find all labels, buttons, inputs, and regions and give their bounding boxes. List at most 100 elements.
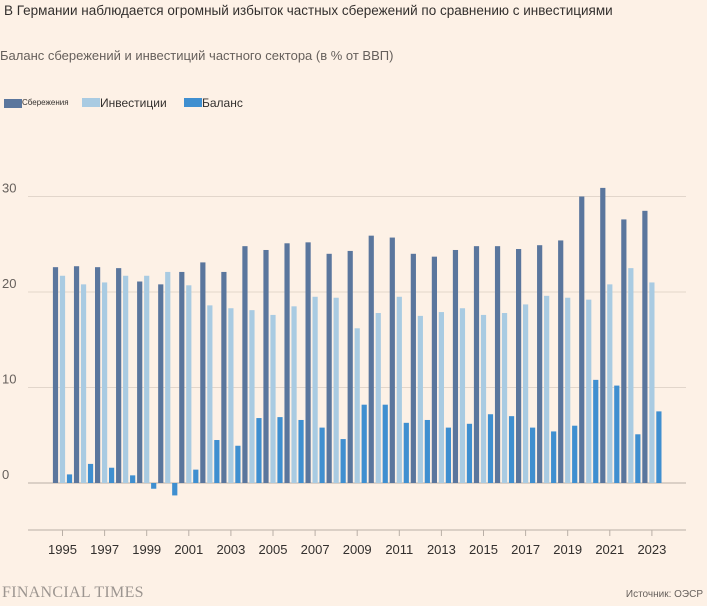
bar-Сбережения-2008 bbox=[326, 253, 332, 483]
bar-Инвестиции-2020 bbox=[586, 299, 592, 483]
bar-Баланс-2004 bbox=[256, 418, 262, 483]
bar-Баланс-2022 bbox=[635, 434, 641, 483]
bar-Баланс-2006 bbox=[298, 419, 304, 483]
x-tick-label: 1999 bbox=[132, 542, 161, 557]
bar-Баланс-2009 bbox=[361, 404, 367, 483]
x-tick-label: 2017 bbox=[511, 542, 540, 557]
bars bbox=[52, 187, 662, 496]
bar-Инвестиции-2010 bbox=[375, 313, 381, 483]
bar-Сбережения-2005 bbox=[263, 249, 269, 483]
bar-Сбережения-2004 bbox=[242, 246, 248, 483]
bar-Инвестиции-2017 bbox=[523, 304, 529, 483]
bar-Сбережения-2015 bbox=[473, 246, 480, 483]
bar-Баланс-2010 bbox=[382, 404, 388, 483]
bar-Сбережения-2018 bbox=[537, 245, 543, 483]
x-tick-label: 2003 bbox=[216, 542, 245, 557]
bar-Баланс-2013 bbox=[445, 427, 451, 483]
bar-Сбережения-2012 bbox=[410, 253, 416, 483]
bar-Инвестиции-2009 bbox=[354, 328, 360, 483]
bar-Сбережения-2022 bbox=[621, 219, 627, 484]
x-tick-label: 2005 bbox=[259, 542, 288, 557]
legend-swatch-balance bbox=[184, 98, 202, 107]
bar-Баланс-2000 bbox=[172, 483, 178, 496]
x-tick-label: 2023 bbox=[637, 542, 666, 557]
chart-subtitle: Баланс сбережений и инвестиций частного … bbox=[0, 48, 394, 63]
bar-Инвестиции-2021 bbox=[607, 284, 613, 483]
axis-ticks: 0 10 20 30 1995 1997 1999 2001 2003 2005 2007 2009 2… bbox=[2, 181, 686, 557]
bar-Инвестиции-1997 bbox=[102, 282, 108, 483]
bar-Инвестиции-1999 bbox=[144, 275, 150, 483]
bar-Инвестиции-2014 bbox=[459, 308, 466, 484]
bar-Баланс-2019 bbox=[572, 425, 578, 483]
y-tick-label: 0 bbox=[2, 467, 9, 482]
bar-Сбережения-1996 bbox=[73, 266, 80, 483]
bar-Баланс-2003 bbox=[235, 445, 241, 483]
x-tick-label: 1995 bbox=[48, 542, 77, 557]
bar-Баланс-2008 bbox=[340, 439, 346, 483]
bar-Баланс-2018 bbox=[551, 431, 557, 483]
bar-Инвестиции-2019 bbox=[565, 297, 571, 483]
bar-Баланс-2001 bbox=[193, 469, 199, 483]
bar-Инвестиции-2002 bbox=[207, 305, 213, 483]
source-note: Источник: ОЭСР bbox=[625, 589, 703, 600]
bar-Сбережения-2000 bbox=[158, 284, 164, 483]
bar-Сбережения-2002 bbox=[200, 262, 206, 483]
bar-Сбережения-2001 bbox=[179, 271, 185, 483]
x-tick-label: 2019 bbox=[553, 542, 582, 557]
bar-Сбережения-1999 bbox=[137, 281, 143, 484]
bar-Сбережения-2020 bbox=[579, 196, 585, 483]
bar-Инвестиции-2022 bbox=[628, 268, 634, 484]
bar-Баланс-2011 bbox=[403, 422, 409, 483]
bar-Баланс-2012 bbox=[424, 419, 430, 483]
bar-Баланс-2002 bbox=[214, 440, 220, 483]
x-tick-label: 2021 bbox=[595, 542, 624, 557]
bar-Сбережения-2003 bbox=[221, 271, 227, 483]
bar-Инвестиции-2012 bbox=[417, 315, 423, 484]
bar-Сбережения-1998 bbox=[116, 268, 122, 484]
bar-Сбережения-2021 bbox=[600, 187, 606, 483]
bar-Баланс-2016 bbox=[508, 416, 515, 483]
y-tick-label: 10 bbox=[2, 372, 16, 387]
bar-Баланс-2023 bbox=[656, 411, 662, 484]
bar-Баланс-2015 bbox=[487, 414, 494, 483]
legend-swatch-savings bbox=[4, 99, 22, 108]
x-tick-label: 1997 bbox=[90, 542, 119, 557]
bar-Сбережения-2019 bbox=[558, 240, 564, 483]
bar-Инвестиции-2013 bbox=[438, 312, 444, 483]
bar-Сбережения-2010 bbox=[368, 235, 374, 483]
bar-Инвестиции-2011 bbox=[396, 296, 402, 483]
bar-Сбережения-2011 bbox=[389, 237, 395, 483]
bar-Сбережения-1997 bbox=[95, 267, 101, 483]
bar-Сбережения-2016 bbox=[494, 246, 501, 483]
bar-Инвестиции-2006 bbox=[291, 306, 297, 483]
x-tick-label: 2011 bbox=[385, 542, 413, 557]
bar-Инвестиции-2004 bbox=[249, 310, 255, 483]
bar-Сбережения-2009 bbox=[347, 250, 353, 483]
bar-Инвестиции-1998 bbox=[123, 275, 129, 483]
bar-Баланс-2020 bbox=[593, 379, 599, 483]
bar-Баланс-1998 bbox=[130, 475, 136, 483]
bar-Сбережения-2013 bbox=[431, 256, 437, 483]
x-tick-label: 2007 bbox=[301, 542, 330, 557]
bar-Инвестиции-2000 bbox=[165, 271, 171, 483]
bar-Баланс-2007 bbox=[319, 427, 325, 483]
legend-label-savings: Сбережения bbox=[22, 98, 69, 107]
bar-Баланс-1999 bbox=[151, 483, 157, 489]
bar-Сбережения-2023 bbox=[642, 210, 648, 483]
bar-Инвестиции-2001 bbox=[186, 285, 192, 483]
chart-title: В Германии наблюдается огромный избыток … bbox=[4, 3, 613, 18]
bar-Баланс-2017 bbox=[530, 427, 536, 483]
bar-Баланс-1995 bbox=[66, 474, 73, 483]
bar-Инвестиции-2015 bbox=[480, 314, 487, 483]
bar-Инвестиции-2016 bbox=[501, 313, 508, 483]
bar-Инвестиции-2018 bbox=[544, 295, 550, 483]
bar-Инвестиции-2007 bbox=[312, 296, 318, 483]
bar-Баланс-2021 bbox=[614, 385, 620, 483]
legend-label-balance: Баланс bbox=[202, 96, 243, 110]
bar-Сбережения-1995 bbox=[52, 267, 59, 483]
bar-Сбережения-2014 bbox=[452, 249, 459, 483]
legend-swatch-investment bbox=[82, 98, 100, 107]
bar-Сбережения-2017 bbox=[516, 249, 522, 483]
bar-Сбережения-2007 bbox=[305, 242, 311, 483]
